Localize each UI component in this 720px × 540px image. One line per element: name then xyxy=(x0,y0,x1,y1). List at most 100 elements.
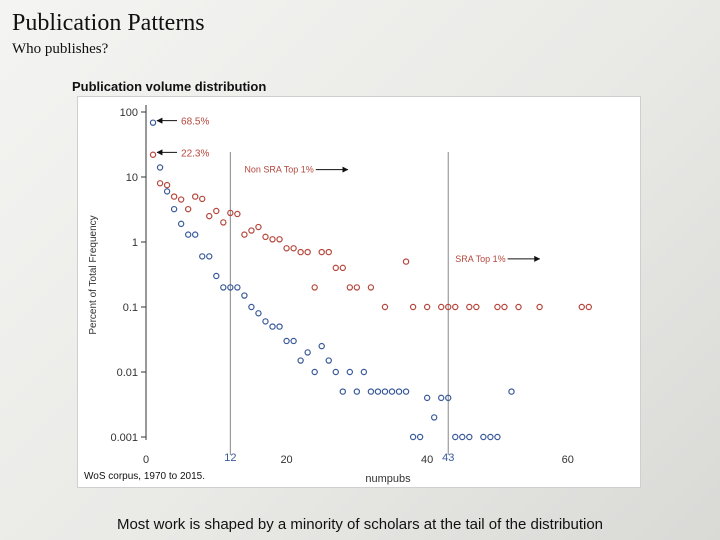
annotation-label: 68.5% xyxy=(181,117,209,128)
data-point xyxy=(241,292,248,299)
data-point xyxy=(395,388,403,395)
data-point xyxy=(191,231,199,238)
data-point xyxy=(206,253,213,260)
annotation-label: 22.3% xyxy=(181,148,209,159)
data-point xyxy=(311,368,318,376)
slide-subtitle: Who publishes? xyxy=(12,41,109,57)
data-point xyxy=(248,303,255,311)
data-point xyxy=(578,303,585,311)
slide-title: Publication Patterns xyxy=(12,10,205,36)
y-tick-label: 0.001 xyxy=(110,432,138,444)
data-point xyxy=(276,323,283,330)
x-tick-label: 20 xyxy=(280,454,292,466)
reference-line-label: 43 xyxy=(442,452,454,464)
data-point xyxy=(170,205,178,213)
data-point xyxy=(494,303,501,311)
data-point xyxy=(241,231,248,238)
data-point xyxy=(409,433,417,441)
data-point xyxy=(452,433,459,441)
y-tick-label: 100 xyxy=(120,107,138,119)
data-point xyxy=(234,284,241,291)
data-point xyxy=(191,193,199,200)
data-point xyxy=(149,119,157,126)
data-point xyxy=(163,188,171,195)
data-point xyxy=(304,248,311,256)
y-tick-label: 0.1 xyxy=(123,302,138,314)
data-point xyxy=(283,337,290,345)
y-tick-label: 0.01 xyxy=(117,367,138,379)
data-point xyxy=(346,368,354,376)
data-point xyxy=(423,394,431,402)
data-point xyxy=(346,284,354,291)
data-point xyxy=(220,219,227,226)
data-point xyxy=(199,253,206,260)
data-point xyxy=(283,245,290,252)
data-point xyxy=(227,284,234,291)
data-point xyxy=(473,303,480,311)
data-point xyxy=(367,388,375,395)
data-point xyxy=(156,164,164,171)
data-point xyxy=(508,388,515,395)
data-point xyxy=(213,207,220,215)
x-tick-label: 0 xyxy=(143,454,149,466)
y-tick-label: 10 xyxy=(126,172,138,184)
data-point xyxy=(220,284,227,291)
data-point xyxy=(423,303,431,311)
data-point xyxy=(177,220,185,228)
data-point xyxy=(438,303,445,311)
data-point xyxy=(494,433,501,441)
data-point xyxy=(262,318,269,325)
data-point xyxy=(163,181,171,189)
annotation-label: Non SRA Top 1% xyxy=(244,165,313,175)
scatter-chart: 100 10 1 0.1 0.01 0.001 0 20 40 60 12 43 68.5% 22.… xyxy=(84,105,592,485)
data-point xyxy=(318,248,325,256)
reference-line-label: 12 xyxy=(224,452,236,464)
data-point xyxy=(374,388,382,395)
data-point xyxy=(248,227,255,234)
data-point xyxy=(184,231,192,238)
data-point xyxy=(325,357,332,364)
source-note: WoS corpus, 1970 to 2015. xyxy=(84,471,205,482)
data-point xyxy=(536,303,543,311)
data-point xyxy=(297,357,304,364)
data-point xyxy=(585,303,592,311)
data-point xyxy=(304,349,311,356)
data-point xyxy=(438,394,445,402)
data-point xyxy=(332,264,339,272)
data-point xyxy=(381,388,389,395)
data-point xyxy=(480,433,487,441)
data-point xyxy=(459,433,466,441)
data-point xyxy=(325,248,332,256)
data-point xyxy=(339,388,346,395)
data-point xyxy=(170,193,178,200)
y-axis-label: Percent of Total Frequency xyxy=(88,215,99,334)
data-point xyxy=(466,303,473,311)
data-point xyxy=(149,151,157,158)
data-point xyxy=(402,258,410,265)
chart-panel: 100 10 1 0.1 0.01 0.001 0 20 40 60 12 43 68.5% 22.… xyxy=(77,96,641,488)
data-point xyxy=(255,310,262,317)
data-point xyxy=(269,323,276,330)
data-point xyxy=(381,303,389,311)
data-point xyxy=(388,388,396,395)
data-point xyxy=(206,212,213,220)
data-point xyxy=(402,388,410,395)
data-point xyxy=(311,284,318,291)
data-point xyxy=(466,433,473,441)
data-point xyxy=(184,205,192,213)
data-point xyxy=(255,223,262,231)
data-point xyxy=(416,433,424,441)
data-point xyxy=(487,433,494,441)
data-point xyxy=(276,236,283,243)
data-point xyxy=(353,388,361,395)
data-point xyxy=(452,303,459,311)
y-tick-label: 1 xyxy=(132,237,138,249)
data-point xyxy=(177,196,185,203)
chart-title: Publication volume distribution xyxy=(72,79,267,94)
data-point xyxy=(156,180,164,187)
data-point xyxy=(501,303,508,311)
x-tick-label: 60 xyxy=(562,454,574,466)
data-point xyxy=(290,337,297,345)
data-point xyxy=(290,245,297,252)
x-axis-label: numpubs xyxy=(365,473,411,485)
